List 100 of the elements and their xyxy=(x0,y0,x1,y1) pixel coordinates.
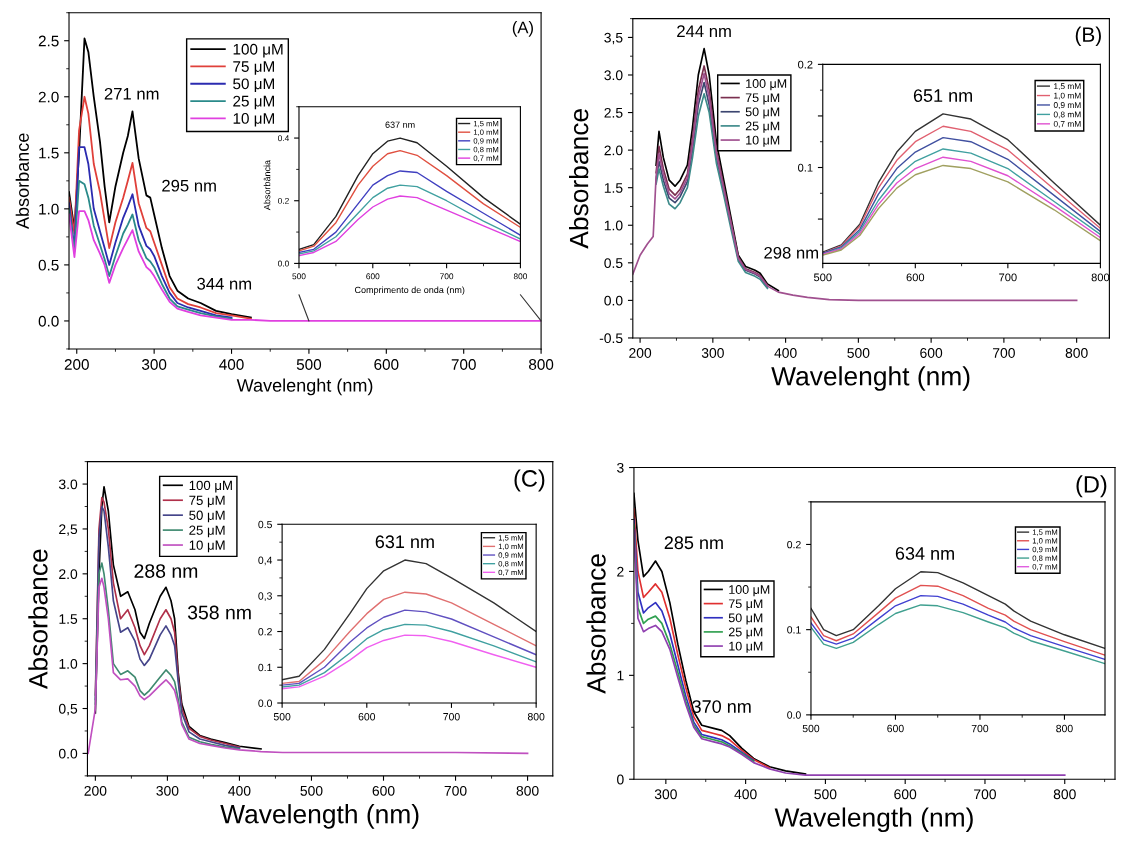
legend-label: 0,7 mM xyxy=(1053,120,1081,128)
x-axis-title: Wavelength (nm) xyxy=(220,804,419,829)
legend-label: 75 μM xyxy=(745,93,780,105)
legend-label: 50 μM xyxy=(189,510,225,523)
y-tick-label: 2.0 xyxy=(59,569,78,580)
y-tick-label: 3.0 xyxy=(58,479,78,490)
x-tick-label: 600 xyxy=(374,359,399,370)
y-tick-label: 0.2 xyxy=(798,60,813,69)
x-tick-label: 700 xyxy=(451,359,476,370)
x-axis-title: Wavelenght (nm) xyxy=(771,366,970,391)
y-tick-label: 0.0 xyxy=(604,295,623,306)
x-tick-label: 600 xyxy=(887,724,904,733)
x-tick-label: 700 xyxy=(974,789,997,800)
x-tick-label: 800 xyxy=(527,713,545,721)
x-tick-label: 400 xyxy=(774,348,797,358)
legend-label: 100 μM xyxy=(729,585,770,597)
x-tick-label: 500 xyxy=(273,713,291,721)
y-axis-title: Absorbance xyxy=(15,133,29,229)
y-tick-label: 0,4 xyxy=(258,556,273,566)
line-series xyxy=(298,184,521,255)
y-tick-label: 0.2 xyxy=(258,628,272,636)
x-tick-label: 700 xyxy=(993,348,1015,358)
line-series xyxy=(87,577,529,755)
line-series xyxy=(282,559,537,681)
x-tick-label: 600 xyxy=(366,273,380,280)
legend-label: 0,8 mM xyxy=(1053,111,1081,119)
annotation: 358 nm xyxy=(187,605,251,620)
line-series xyxy=(282,609,537,686)
line-series xyxy=(810,594,1106,661)
legend-label: 100 μM xyxy=(189,480,232,493)
y-tick-label: 0.0 xyxy=(787,711,801,719)
x-tick-label: 500 xyxy=(296,359,322,370)
y-tick-label: 0,5 xyxy=(58,703,78,716)
line-series xyxy=(810,571,1106,650)
legend-label: 50 μM xyxy=(745,107,780,119)
legend-label: 25 μM xyxy=(189,525,225,538)
y-tick-label: 2 xyxy=(617,566,624,577)
annotation: 370 nm xyxy=(692,700,751,713)
line-series xyxy=(69,210,542,322)
y-axis-title: Absorbância xyxy=(263,159,271,211)
x-tick-label: 300 xyxy=(654,789,677,800)
legend-label: 50 μM xyxy=(728,613,763,625)
annotation: (A) xyxy=(512,21,533,37)
legend-label: 75 μM xyxy=(233,61,274,75)
x-tick-label: 400 xyxy=(734,789,757,800)
x-tick-label: 800 xyxy=(529,359,554,370)
line-series xyxy=(282,591,537,685)
legend-label: 1,5 mM xyxy=(1054,83,1081,91)
y-tick-label: 1 xyxy=(617,670,624,681)
y-tick-label: 0.4 xyxy=(278,135,290,142)
x-tick-label: 300 xyxy=(701,348,724,358)
annotation: (B) xyxy=(1075,26,1101,47)
x-axis-title: Wavelenght (nm) xyxy=(236,378,373,396)
x-tick-label: 800 xyxy=(1056,724,1073,733)
x-tick-label: 700 xyxy=(999,273,1017,282)
y-axis-title: Absorbance xyxy=(28,549,48,690)
legend-label: 50 μM xyxy=(233,78,274,93)
x-tick-label: 800 xyxy=(513,273,528,280)
legend-label: 10 μM xyxy=(189,540,225,553)
annotation: 298 nm xyxy=(764,246,819,259)
y-tick-label: 2.0 xyxy=(38,91,59,103)
y-tick-label: 0,3 xyxy=(258,592,272,601)
x-tick-label: 500 xyxy=(300,785,323,796)
annotation: 244 nm xyxy=(677,25,731,37)
y-tick-label: 2.0 xyxy=(604,145,623,156)
y-tick-label: 0.1 xyxy=(798,163,813,172)
legend-label: 0,9 mM xyxy=(1053,102,1081,109)
y-tick-label: 1.5 xyxy=(39,147,59,159)
y-tick-label: -0.5 xyxy=(599,333,623,344)
x-tick-label: 500 xyxy=(292,273,306,280)
y-tick-label: 1.0 xyxy=(59,658,78,669)
x-tick-label: 600 xyxy=(894,789,917,800)
y-tick-label: 1.0 xyxy=(604,220,623,231)
x-tick-label: 500 xyxy=(814,789,837,800)
legend-label: 100 μM xyxy=(746,79,787,91)
y-tick-label: 2.5 xyxy=(38,35,59,47)
y-tick-label: 3.0 xyxy=(604,70,623,81)
x-tick-label: 800 xyxy=(1053,789,1076,800)
y-tick-label: 0.1 xyxy=(258,663,272,672)
legend-label: 25 μM xyxy=(745,121,780,133)
y-tick-label: 3 xyxy=(617,462,624,473)
y-tick-label: 1.0 xyxy=(39,203,59,215)
annotation: 651 nm xyxy=(913,89,972,102)
annotation: 344 nm xyxy=(197,277,252,290)
annotation: 271 nm xyxy=(104,87,159,100)
x-tick-label: 200 xyxy=(629,348,652,358)
y-tick-label: 2,5 xyxy=(59,524,78,536)
x-tick-label: 500 xyxy=(813,273,832,282)
y-tick-label: 0.5 xyxy=(38,259,59,271)
x-tick-label: 600 xyxy=(372,785,395,796)
x-tick-label: 700 xyxy=(444,785,467,796)
x-tick-label: 300 xyxy=(156,785,179,796)
y-tick-label: 0.5 xyxy=(604,258,623,268)
y-tick-label: 0.2 xyxy=(787,540,801,549)
x-tick-label: 600 xyxy=(920,348,943,358)
x-tick-label: 700 xyxy=(440,273,454,280)
x-tick-label: 800 xyxy=(1065,348,1088,358)
line-series xyxy=(810,584,1106,656)
y-tick-label: 0.5 xyxy=(258,520,272,529)
annotation: (D) xyxy=(1076,475,1107,498)
